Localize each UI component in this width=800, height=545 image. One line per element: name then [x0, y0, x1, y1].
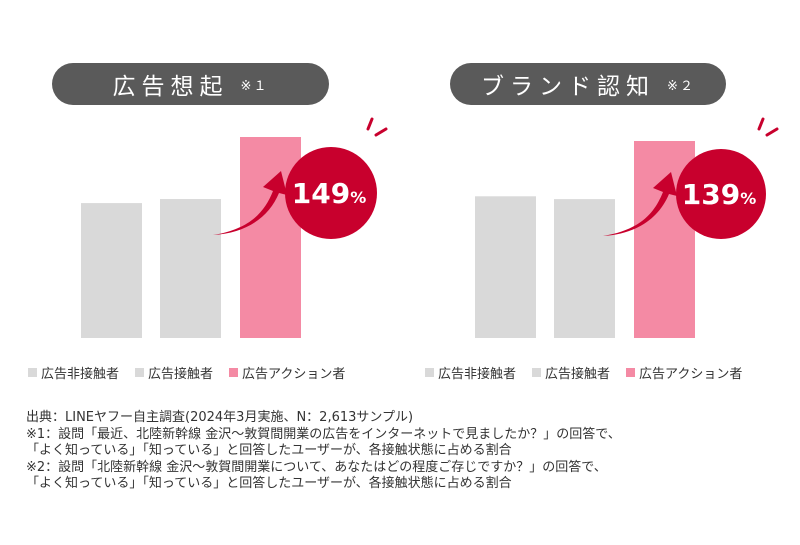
legend-swatch — [532, 368, 542, 377]
growth-arrow — [603, 172, 677, 236]
bar-2 — [554, 199, 615, 338]
legend-item: 広告接触者 — [532, 363, 610, 382]
emphasis-mark — [366, 117, 374, 131]
legend-swatch — [135, 368, 145, 377]
chart-panel-ad-recall: 広告想起 ※１ 149% 広告非接触者 広告接触者 広告アクション者 — [0, 0, 400, 400]
legend-item: 広告接触者 — [135, 363, 213, 382]
chart-title-note: ※１ — [240, 78, 269, 94]
bar-chart-ad-recall: 149% — [81, 117, 388, 338]
bar-chart-brand-awareness: 139% — [475, 117, 779, 338]
note-line: ※2：設問「北陸新幹線 金沢～敦賀間開業について、あなたはどの程度ご存じですか？… — [26, 459, 607, 475]
emphasis-mark — [757, 117, 765, 131]
source-notes: 出典：LINEヤフー自主調査(2024年3月実施、N：2,613サンプル) ※1… — [26, 410, 621, 493]
badge-number: 149 — [292, 177, 350, 210]
badge-label: 139% — [682, 178, 756, 211]
badge-unit: % — [740, 189, 756, 208]
highlight-badge — [676, 149, 766, 239]
legend-item: 広告アクション者 — [229, 363, 345, 382]
chart-panel-brand-awareness: ブランド認知 ※２ 139% 広告非接触者 広告接触者 広告アクション者 — [400, 0, 800, 400]
chart-title-pill: 広告想起 ※１ — [52, 63, 329, 105]
chart-title: ブランド認知 — [481, 74, 656, 100]
legend-item: 広告アクション者 — [626, 363, 742, 382]
legend-swatch — [425, 368, 434, 377]
emphasis-mark — [765, 127, 779, 137]
legend: 広告非接触者 広告接触者 広告アクション者 — [425, 363, 758, 382]
chart-title-pill: ブランド認知 ※２ — [450, 63, 726, 105]
legend-item: 広告非接触者 — [28, 363, 119, 382]
legend-swatch — [229, 368, 239, 377]
legend-swatch — [626, 368, 636, 377]
legend-label: 広告非接触者 — [41, 367, 120, 382]
emphasis-mark — [374, 127, 388, 137]
legend-label: 広告接触者 — [148, 367, 214, 382]
legend-label: 広告アクション者 — [242, 367, 346, 382]
badge-label: 149% — [292, 177, 366, 210]
legend-swatch — [28, 368, 37, 377]
chart-title-note: ※２ — [667, 78, 695, 94]
legend-item: 広告非接触者 — [425, 363, 516, 382]
legend-label: 広告アクション者 — [639, 367, 743, 382]
badge-number: 139 — [682, 178, 740, 211]
legend-label: 広告接触者 — [545, 367, 611, 382]
bar-1 — [81, 203, 142, 338]
badge-unit: % — [350, 188, 366, 207]
bar-3 — [240, 137, 301, 338]
legend-label: 広告非接触者 — [438, 367, 517, 382]
source-line: 出典：LINEヤフー自主調査(2024年3月実施、N：2,613サンプル) — [26, 410, 414, 425]
note-line: 「よく知っている」「知っている」と回答したユーザーが、各接触状態に占める割合 — [26, 443, 512, 458]
legend: 広告非接触者 広告接触者 広告アクション者 — [28, 363, 361, 382]
growth-arrow — [213, 171, 287, 235]
bar-1 — [475, 196, 536, 338]
note-line: ※1：設問「最近、北陸新幹線 金沢～敦賀間開業の広告をインターネットで見ましたか… — [26, 426, 621, 442]
chart-title: 広告想起 — [112, 74, 229, 100]
note-line: 「よく知っている」「知っている」と回答したユーザーが、各接触状態に占める割合 — [26, 476, 512, 491]
highlight-badge — [285, 147, 377, 239]
bar-2 — [160, 199, 221, 338]
